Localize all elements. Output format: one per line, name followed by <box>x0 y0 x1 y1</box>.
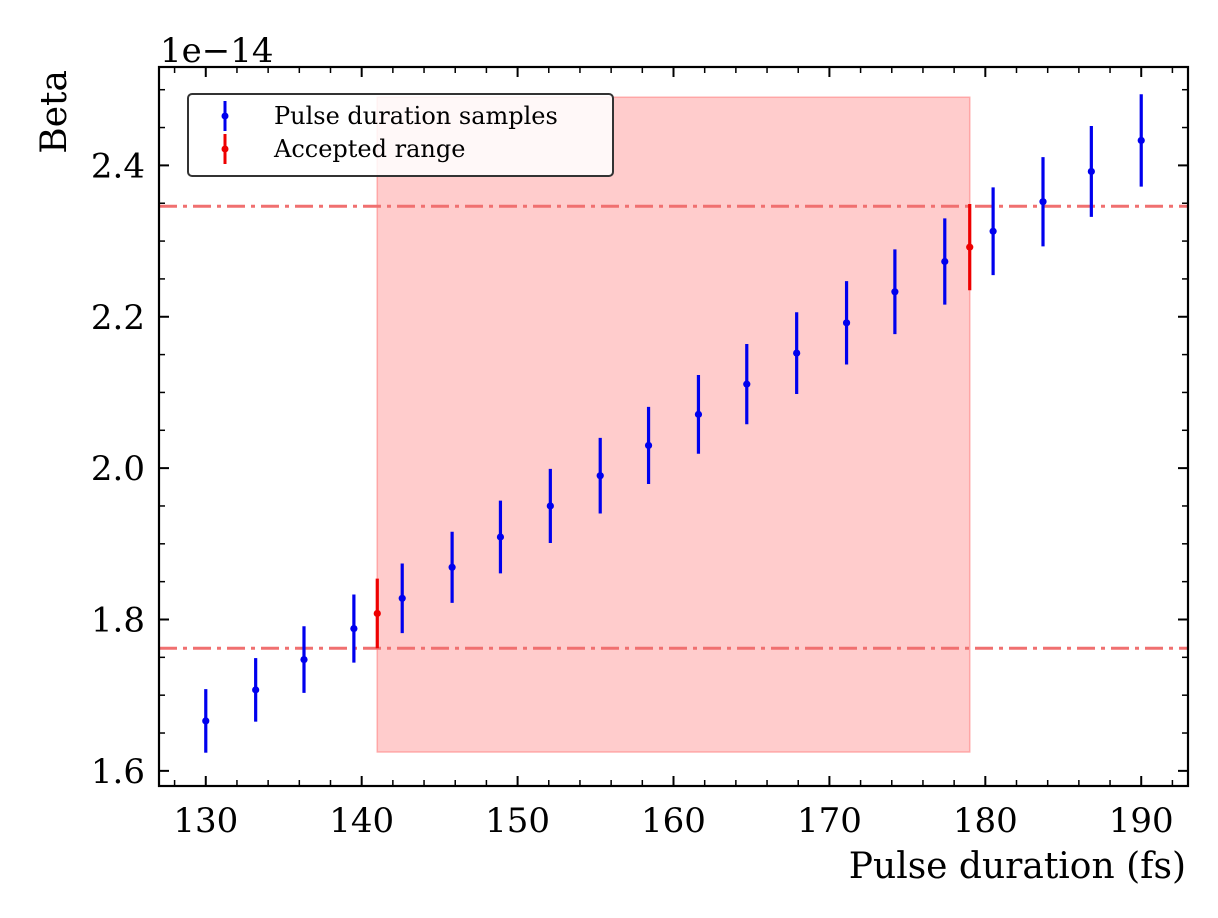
sample-point <box>793 312 801 394</box>
sample-marker <box>891 288 899 296</box>
sample-point <box>1039 157 1047 247</box>
sample-marker <box>596 472 604 480</box>
sample-point <box>546 468 554 544</box>
sample-point <box>398 563 406 634</box>
legend-box <box>187 93 614 177</box>
sample-point <box>496 500 505 574</box>
x-tick-label: 160 <box>641 801 706 841</box>
sample-marker <box>350 624 358 633</box>
x-tick-label: 140 <box>329 801 394 841</box>
sample-marker <box>989 227 997 235</box>
sample-point <box>448 531 456 603</box>
accepted-marker <box>966 243 974 251</box>
sample-marker <box>546 502 554 510</box>
legend-marker-accepted <box>221 134 229 164</box>
sample-point <box>1137 94 1145 187</box>
sample-marker <box>644 441 653 450</box>
sample-marker <box>202 717 210 725</box>
legend-label-accepted: Accepted range <box>273 135 465 163</box>
sample-point <box>300 626 308 693</box>
sample-marker <box>300 656 308 664</box>
y-tick-label: 1.6 <box>91 752 145 792</box>
legend-marker-samples <box>221 101 229 131</box>
sample-marker <box>941 257 949 266</box>
sample-marker <box>448 563 456 571</box>
accepted-point <box>966 203 974 291</box>
sample-marker <box>1137 136 1145 145</box>
sample-point <box>989 187 997 276</box>
accepted-point <box>373 578 381 649</box>
legend: Pulse duration samples Accepted range <box>187 93 614 177</box>
accepted-marker <box>373 609 381 618</box>
sample-marker <box>743 380 751 388</box>
sample-marker <box>694 410 703 418</box>
sample-marker <box>842 319 851 327</box>
sample-marker <box>252 686 260 694</box>
sample-point <box>596 437 604 514</box>
sample-point <box>644 406 653 485</box>
sample-marker <box>1039 198 1047 206</box>
sample-point <box>252 658 260 722</box>
sample-point <box>202 689 210 753</box>
y-axis-label: Beta <box>34 70 75 154</box>
sample-point <box>1087 126 1095 217</box>
accepted-region <box>376 96 971 753</box>
accepted-region-layer <box>376 96 971 753</box>
x-tick-label: 170 <box>797 801 862 841</box>
y-tick-label: 2.2 <box>91 298 145 338</box>
sample-point <box>891 249 899 335</box>
x-tick-label: 150 <box>485 801 550 841</box>
sample-marker <box>793 349 801 357</box>
sample-point <box>743 344 751 425</box>
y-tick-label: 1.8 <box>91 600 145 640</box>
sample-marker <box>496 533 505 541</box>
sample-point <box>842 281 851 365</box>
axes-layer: 130 140 150 160 170 180 190 1.6 1.8 2.0 2.2 2.4 <box>91 65 1190 841</box>
threshold-lines-layer <box>159 204 1188 650</box>
legend-label-samples: Pulse duration samples <box>274 102 558 130</box>
x-tick-label: 180 <box>953 801 1018 841</box>
x-axis-label: Pulse duration (fs) <box>849 846 1186 887</box>
y-offset-text: 1e−14 <box>160 31 274 71</box>
sample-marker <box>1087 167 1095 176</box>
x-tick-label: 190 <box>1109 801 1174 841</box>
y-tick-label: 2.0 <box>91 449 145 489</box>
sample-point <box>694 375 703 454</box>
sample-point <box>941 218 949 305</box>
sample-marker <box>398 594 406 602</box>
x-tick-label: 130 <box>173 801 238 841</box>
series-layer <box>202 94 1145 753</box>
y-tick-label: 2.4 <box>91 146 145 186</box>
sample-point <box>350 594 358 663</box>
